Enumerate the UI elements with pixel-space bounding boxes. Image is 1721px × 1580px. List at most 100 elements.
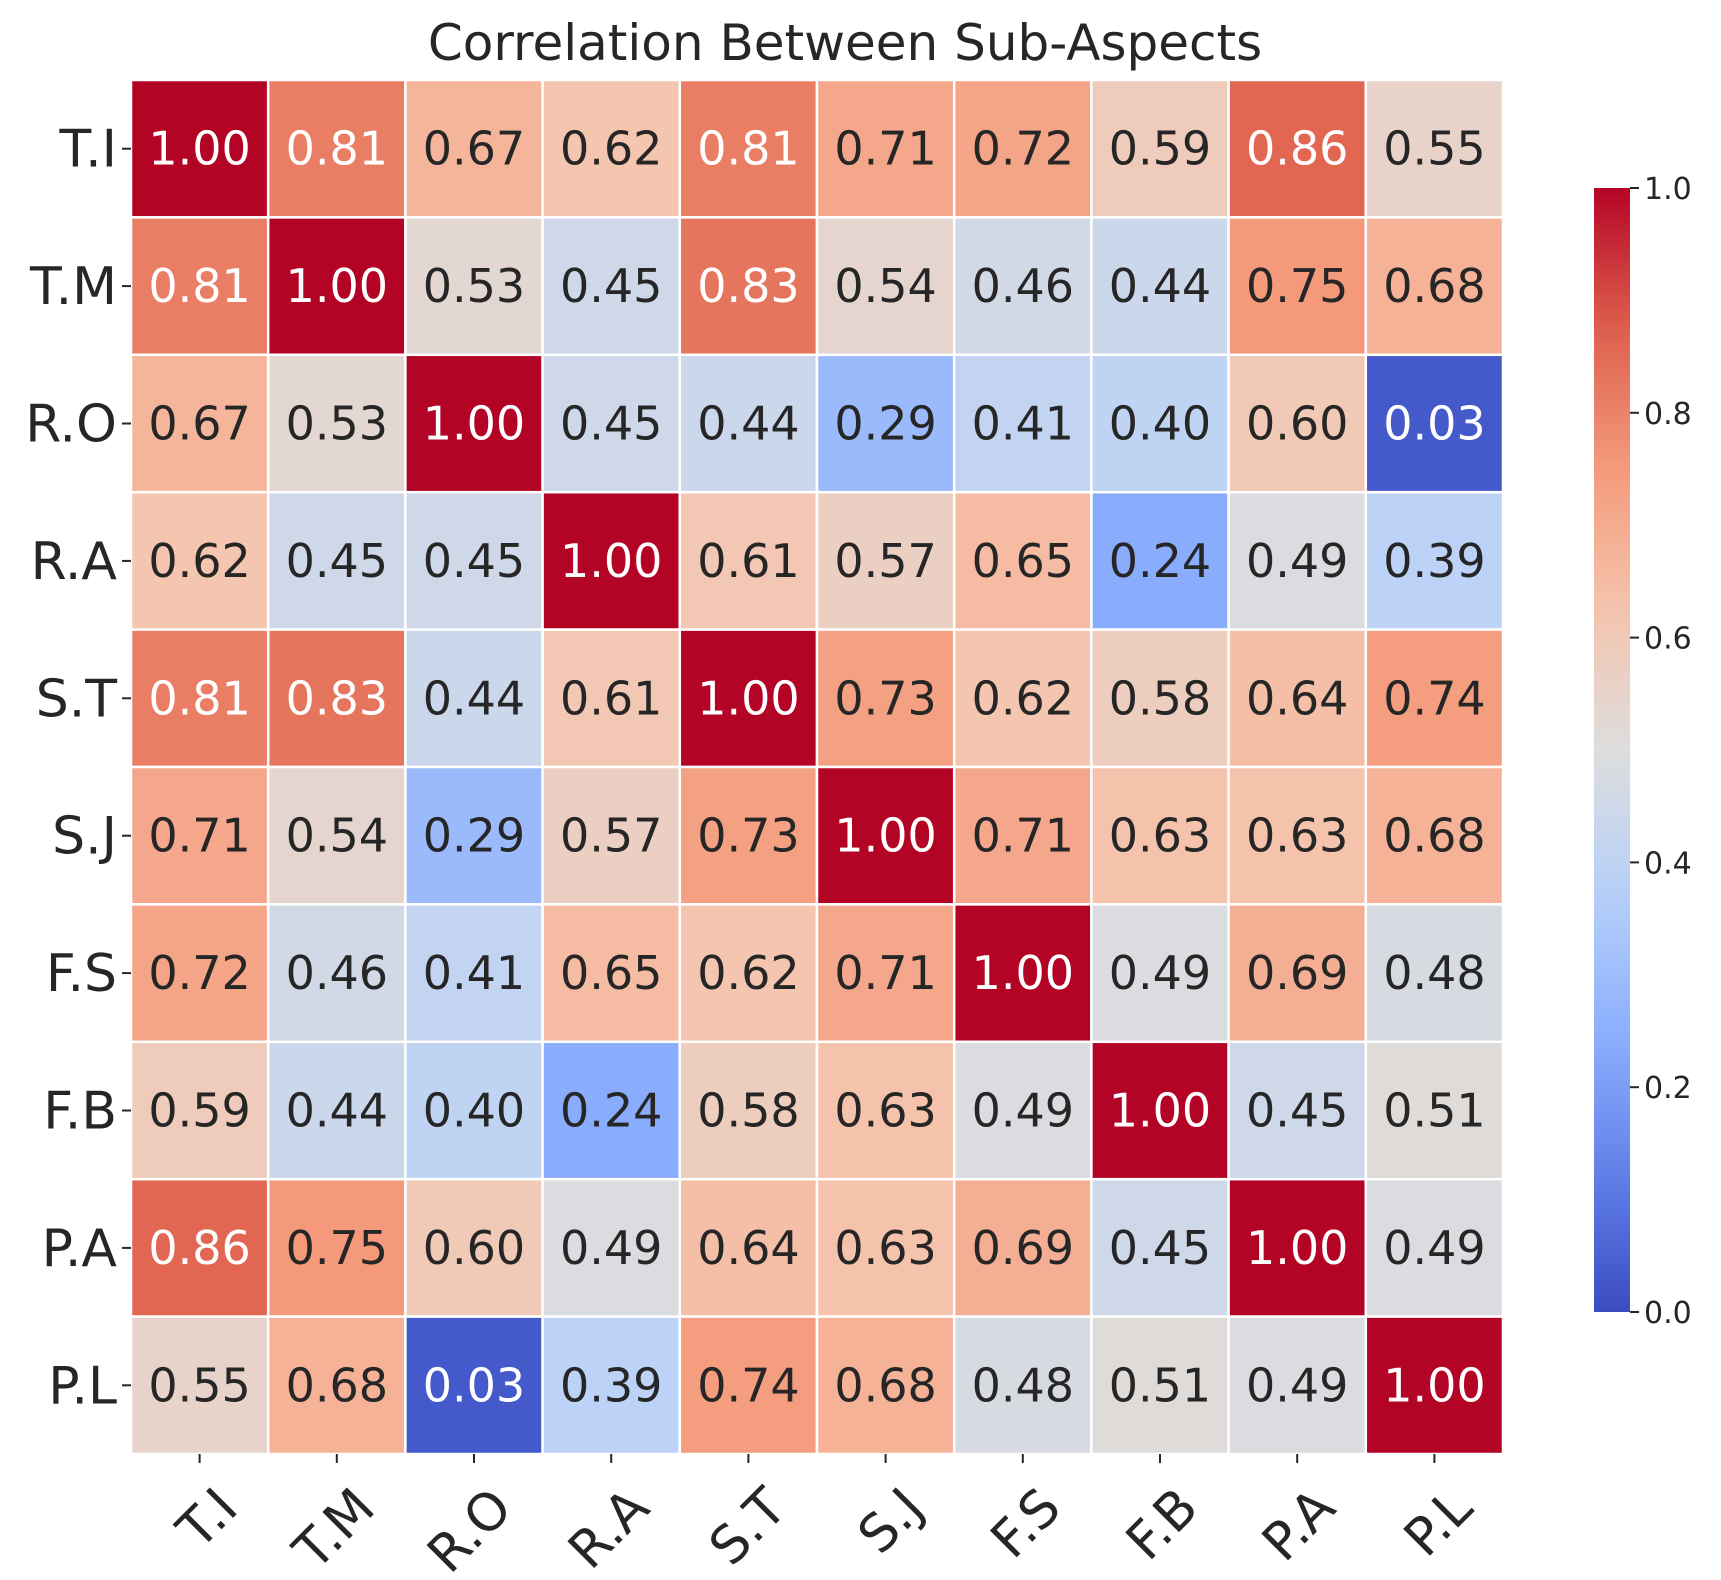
heatmap-cell-P.A-P.L xyxy=(1364,1177,1505,1318)
cell-value-label: 0.45 xyxy=(286,534,388,588)
cell-value-label: 1.00 xyxy=(1109,1084,1211,1138)
cell-value-label: 0.24 xyxy=(1109,534,1211,588)
colorbar-tick-label: 1.0 xyxy=(1644,172,1692,207)
heatmap-cell-P.A-F.S xyxy=(952,1177,1093,1318)
cell-value-label: 0.72 xyxy=(972,122,1074,176)
cell-value-label: 0.69 xyxy=(972,1221,1074,1275)
cell-value-label: 0.46 xyxy=(972,259,1074,313)
cell-value-label: 0.03 xyxy=(423,1358,525,1412)
cell-value-label: 1.00 xyxy=(286,259,388,313)
x-tick-label: T.I xyxy=(166,1477,250,1561)
heatmap-cell-P.L-R.A xyxy=(541,1315,682,1456)
heatmap-cell-T.I-T.M xyxy=(266,78,407,219)
cell-value-label: 0.53 xyxy=(423,259,525,313)
heatmap-cell-R.O-P.L xyxy=(1364,353,1505,494)
cell-value-label: 0.49 xyxy=(560,1221,662,1275)
cell-value-label: 0.51 xyxy=(1109,1358,1211,1412)
heatmap-cell-P.A-F.B xyxy=(1090,1177,1230,1318)
cell-value-label: 0.46 xyxy=(286,946,388,1000)
heatmap-cell-F.B-R.O xyxy=(404,1040,544,1181)
cell-value-label: 0.53 xyxy=(286,397,388,451)
cell-value-label: 0.71 xyxy=(148,809,250,863)
y-tick-label: F.B xyxy=(43,1082,117,1142)
heatmap-cell-R.A-P.L xyxy=(1364,490,1505,631)
y-tick-label: F.S xyxy=(46,944,117,1004)
cell-value-label: 0.64 xyxy=(1246,671,1348,725)
heatmap-cell-P.A-P.A xyxy=(1227,1177,1368,1318)
heatmap-cell-S.T-S.T xyxy=(678,628,819,769)
cell-value-label: 0.69 xyxy=(1246,946,1348,1000)
cell-value-label: 1.00 xyxy=(148,122,250,176)
cell-value-label: 0.41 xyxy=(423,946,525,1000)
cell-value-label: 0.71 xyxy=(834,122,936,176)
heatmap-cell-T.M-F.B xyxy=(1090,216,1230,357)
cell-value-label: 0.45 xyxy=(1109,1221,1211,1275)
y-tick-label: T.M xyxy=(29,257,117,317)
heatmap-cell-R.A-T.I xyxy=(129,490,270,631)
cell-value-label: 0.54 xyxy=(286,809,388,863)
heatmap-cell-T.M-S.J xyxy=(815,216,956,357)
heatmap-cell-R.O-P.A xyxy=(1227,353,1368,494)
cell-value-label: 0.62 xyxy=(148,534,250,588)
heatmap-cell-P.A-T.M xyxy=(266,1177,407,1318)
heatmap-cell-S.T-S.J xyxy=(815,628,956,769)
colorbar-gradient xyxy=(1594,188,1630,1312)
heatmap-cell-T.M-P.A xyxy=(1227,216,1368,357)
cell-value-label: 1.00 xyxy=(697,671,799,725)
heatmap-cell-T.M-R.A xyxy=(541,216,682,357)
y-axis: T.I T.M R.O R.A S.T S.J F.S F.B P.A P.L xyxy=(25,120,131,1416)
heatmap-cell-S.J-R.A xyxy=(541,765,682,906)
cell-value-label: 0.44 xyxy=(1109,259,1211,313)
cell-value-label: 0.29 xyxy=(834,397,936,451)
cell-value-label: 0.57 xyxy=(560,809,662,863)
cell-value-label: 0.86 xyxy=(1246,122,1348,176)
heatmap-cell-T.I-P.L xyxy=(1364,78,1505,219)
cell-value-label: 0.63 xyxy=(1246,809,1348,863)
cell-value-label: 0.40 xyxy=(423,1084,525,1138)
heatmap-cell-F.B-R.A xyxy=(541,1040,682,1181)
cell-value-label: 0.61 xyxy=(560,671,662,725)
cell-value-label: 0.75 xyxy=(286,1221,388,1275)
heatmap-cell-T.I-T.I xyxy=(129,78,270,219)
heatmap-cell-F.S-S.J xyxy=(815,903,956,1044)
heatmap-cell-F.S-P.L xyxy=(1364,903,1505,1044)
heatmap-cell-F.B-F.B xyxy=(1090,1040,1230,1181)
cell-value-label: 0.63 xyxy=(834,1221,936,1275)
cell-value-label: 0.39 xyxy=(1383,534,1485,588)
y-tick-label: S.T xyxy=(36,669,118,729)
heatmap-cell-R.O-T.M xyxy=(266,353,407,494)
heatmap-cell-F.B-T.M xyxy=(266,1040,407,1181)
cell-value-label: 0.55 xyxy=(1383,122,1485,176)
cell-value-label: 0.62 xyxy=(972,671,1074,725)
cell-value-label: 0.29 xyxy=(423,809,525,863)
heatmap-cell-T.M-T.M xyxy=(266,216,407,357)
cell-value-label: 0.72 xyxy=(148,946,250,1000)
cell-value-label: 0.65 xyxy=(560,946,662,1000)
heatmap-cell-S.T-P.L xyxy=(1364,628,1505,769)
cell-value-label: 0.83 xyxy=(286,671,388,725)
y-tick-label: S.J xyxy=(52,807,117,867)
x-tick-label: T.M xyxy=(282,1477,387,1580)
colorbar-tick-label: 0.0 xyxy=(1644,1296,1692,1331)
heatmap-cell-R.O-R.O xyxy=(404,353,544,494)
x-tick-label: F.S xyxy=(980,1477,1073,1570)
heatmap-cell-S.J-S.J xyxy=(815,765,956,906)
heatmap-cell-F.B-S.J xyxy=(815,1040,956,1181)
cell-value-label: 0.86 xyxy=(148,1221,250,1275)
cell-value-label: 0.68 xyxy=(286,1358,388,1412)
cell-value-label: 0.48 xyxy=(972,1358,1074,1412)
cell-value-label: 0.65 xyxy=(972,534,1074,588)
x-tick-label: P.L xyxy=(1393,1477,1484,1568)
cell-value-label: 0.49 xyxy=(1109,946,1211,1000)
heatmap-cell-T.I-F.B xyxy=(1090,78,1230,219)
cell-value-label: 0.67 xyxy=(148,397,250,451)
cell-value-label: 0.45 xyxy=(423,534,525,588)
x-tick-label: R.O xyxy=(416,1477,523,1580)
heatmap-cell-P.L-F.S xyxy=(952,1315,1093,1456)
y-tick-label: R.A xyxy=(31,532,118,592)
cell-value-label: 0.74 xyxy=(697,1358,799,1412)
x-tick-label: P.A xyxy=(1251,1477,1347,1573)
heatmap-cell-T.I-S.J xyxy=(815,78,956,219)
heatmap-cell-F.S-P.A xyxy=(1227,903,1368,1044)
heatmap-cell-F.S-R.A xyxy=(541,903,682,1044)
